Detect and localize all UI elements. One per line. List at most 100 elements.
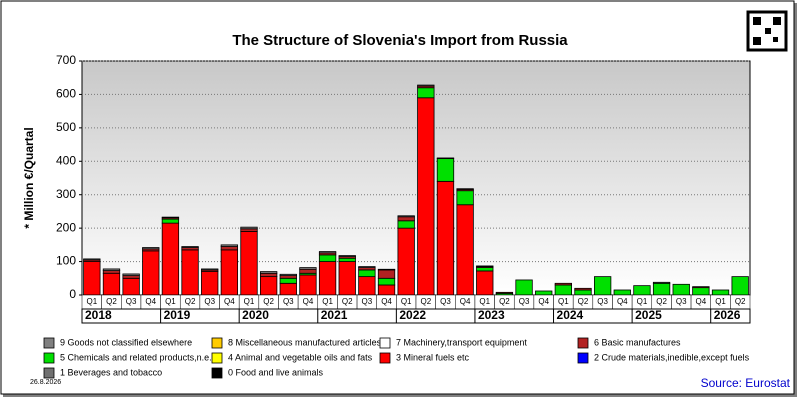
legend-swatch	[43, 367, 55, 379]
y-axis-label: * Million €/Quartal	[22, 127, 36, 228]
bar-segment	[358, 269, 376, 278]
bar-segment	[476, 270, 494, 296]
bar-segment	[535, 290, 553, 296]
legend-label: 2 Crude materials,inedible,except fuels	[594, 352, 750, 362]
x-tick-label: Q1	[401, 297, 412, 306]
bar-segment	[259, 271, 278, 274]
bar-segment	[593, 276, 612, 296]
legend-swatch	[211, 352, 223, 364]
bar-segment	[201, 271, 219, 296]
bar-segment	[633, 285, 651, 296]
bar-segment	[102, 272, 121, 296]
bar-segment	[338, 261, 356, 296]
legend-label: 9 Goods not classified elsewhere	[60, 337, 192, 347]
bar-segment	[299, 274, 317, 296]
bar-segment	[338, 257, 356, 262]
bar-segment	[358, 266, 376, 268]
x-tick-label: Q4	[303, 297, 314, 306]
bar-segment	[436, 157, 455, 160]
bar-segment	[397, 216, 415, 222]
bar-segment	[711, 289, 730, 296]
bar-segment	[142, 247, 160, 250]
x-tick-label: Q2	[578, 297, 589, 306]
x-tick-label: Q1	[637, 297, 648, 306]
legend-label: 1 Beverages and tobacco	[60, 367, 162, 377]
bar-segment	[574, 287, 592, 291]
bar-segment	[652, 282, 671, 296]
x-tick-label: Q3	[519, 297, 530, 306]
bar-segment	[672, 283, 690, 296]
legend-swatch	[211, 337, 223, 349]
legend-label: 7 Machinery,transport equipment	[396, 337, 527, 347]
bar-segment	[279, 273, 297, 277]
y-tick-label: 700	[56, 53, 76, 67]
bar-segment	[259, 272, 278, 278]
legend-swatch	[43, 352, 55, 364]
x-tick-label: Q1	[715, 297, 726, 306]
legend-label: 8 Miscellaneous manufactured articles	[228, 337, 382, 347]
bar-segment	[299, 268, 317, 274]
year-label: 2026	[714, 308, 741, 322]
bar-segment	[456, 204, 474, 296]
bar-segment	[259, 276, 278, 296]
bar-segment	[83, 261, 101, 296]
y-tick-label: 300	[56, 187, 76, 201]
bar-segment	[397, 220, 415, 229]
bar-segment	[456, 190, 474, 206]
bar-segment	[201, 268, 219, 271]
legend-label: 4 Animal and vegetable oils and fats	[228, 352, 373, 362]
bar-segment	[377, 269, 396, 279]
x-tick-label: Q2	[499, 297, 510, 306]
legend-label: 6 Basic manufactures	[594, 337, 681, 347]
x-tick-label: Q3	[440, 297, 451, 306]
bar-segment	[574, 289, 592, 296]
legend-swatch	[577, 337, 589, 349]
x-tick-label: Q3	[283, 297, 294, 306]
bar-segment	[613, 289, 631, 296]
bar-segment	[161, 222, 180, 296]
bar-segment	[161, 218, 180, 224]
x-tick-label: Q3	[126, 297, 137, 306]
x-tick-label: Q4	[538, 297, 549, 306]
x-tick-label: Q2	[342, 297, 353, 306]
bar-segment	[417, 84, 435, 87]
x-tick-label: Q1	[86, 297, 97, 306]
y-tick-label: 600	[56, 87, 76, 101]
bar-segment	[122, 275, 140, 279]
year-label: 2020	[242, 308, 269, 322]
bar-segment	[515, 279, 533, 296]
year-label: 2018	[85, 308, 112, 322]
bar-segment	[122, 277, 140, 296]
bar-segment	[220, 249, 239, 296]
qr-code	[746, 10, 788, 52]
x-tick-label: Q3	[597, 297, 608, 306]
legend-swatch	[211, 367, 223, 379]
bar-segment	[220, 246, 239, 251]
x-tick-label: Q4	[224, 297, 235, 306]
bar-segment	[220, 244, 239, 247]
bar-segment	[554, 282, 573, 286]
x-tick-label: Q2	[263, 297, 274, 306]
year-label: 2025	[635, 308, 662, 322]
bar-segment	[731, 276, 749, 296]
x-tick-label: Q2	[420, 297, 431, 306]
y-tick-label: 0	[69, 287, 76, 301]
bar-segment	[240, 228, 258, 232]
y-tick-label: 200	[56, 220, 76, 234]
x-tick-label: Q1	[244, 297, 255, 306]
bar-segment	[318, 254, 337, 262]
bar-segment	[692, 287, 710, 296]
chart-title: The Structure of Slovenia's Import from …	[232, 32, 568, 49]
year-label: 2019	[164, 308, 191, 322]
y-tick-label: 400	[56, 153, 76, 167]
bar-segment	[476, 267, 494, 272]
legend-swatch	[379, 352, 391, 364]
x-tick-label: Q4	[617, 297, 628, 306]
bar-segment	[554, 284, 573, 296]
x-tick-label: Q1	[479, 297, 490, 306]
legend-swatch	[577, 352, 589, 364]
bar-segment	[652, 281, 671, 284]
bar-segment	[377, 284, 396, 296]
x-tick-label: Q1	[558, 297, 569, 306]
